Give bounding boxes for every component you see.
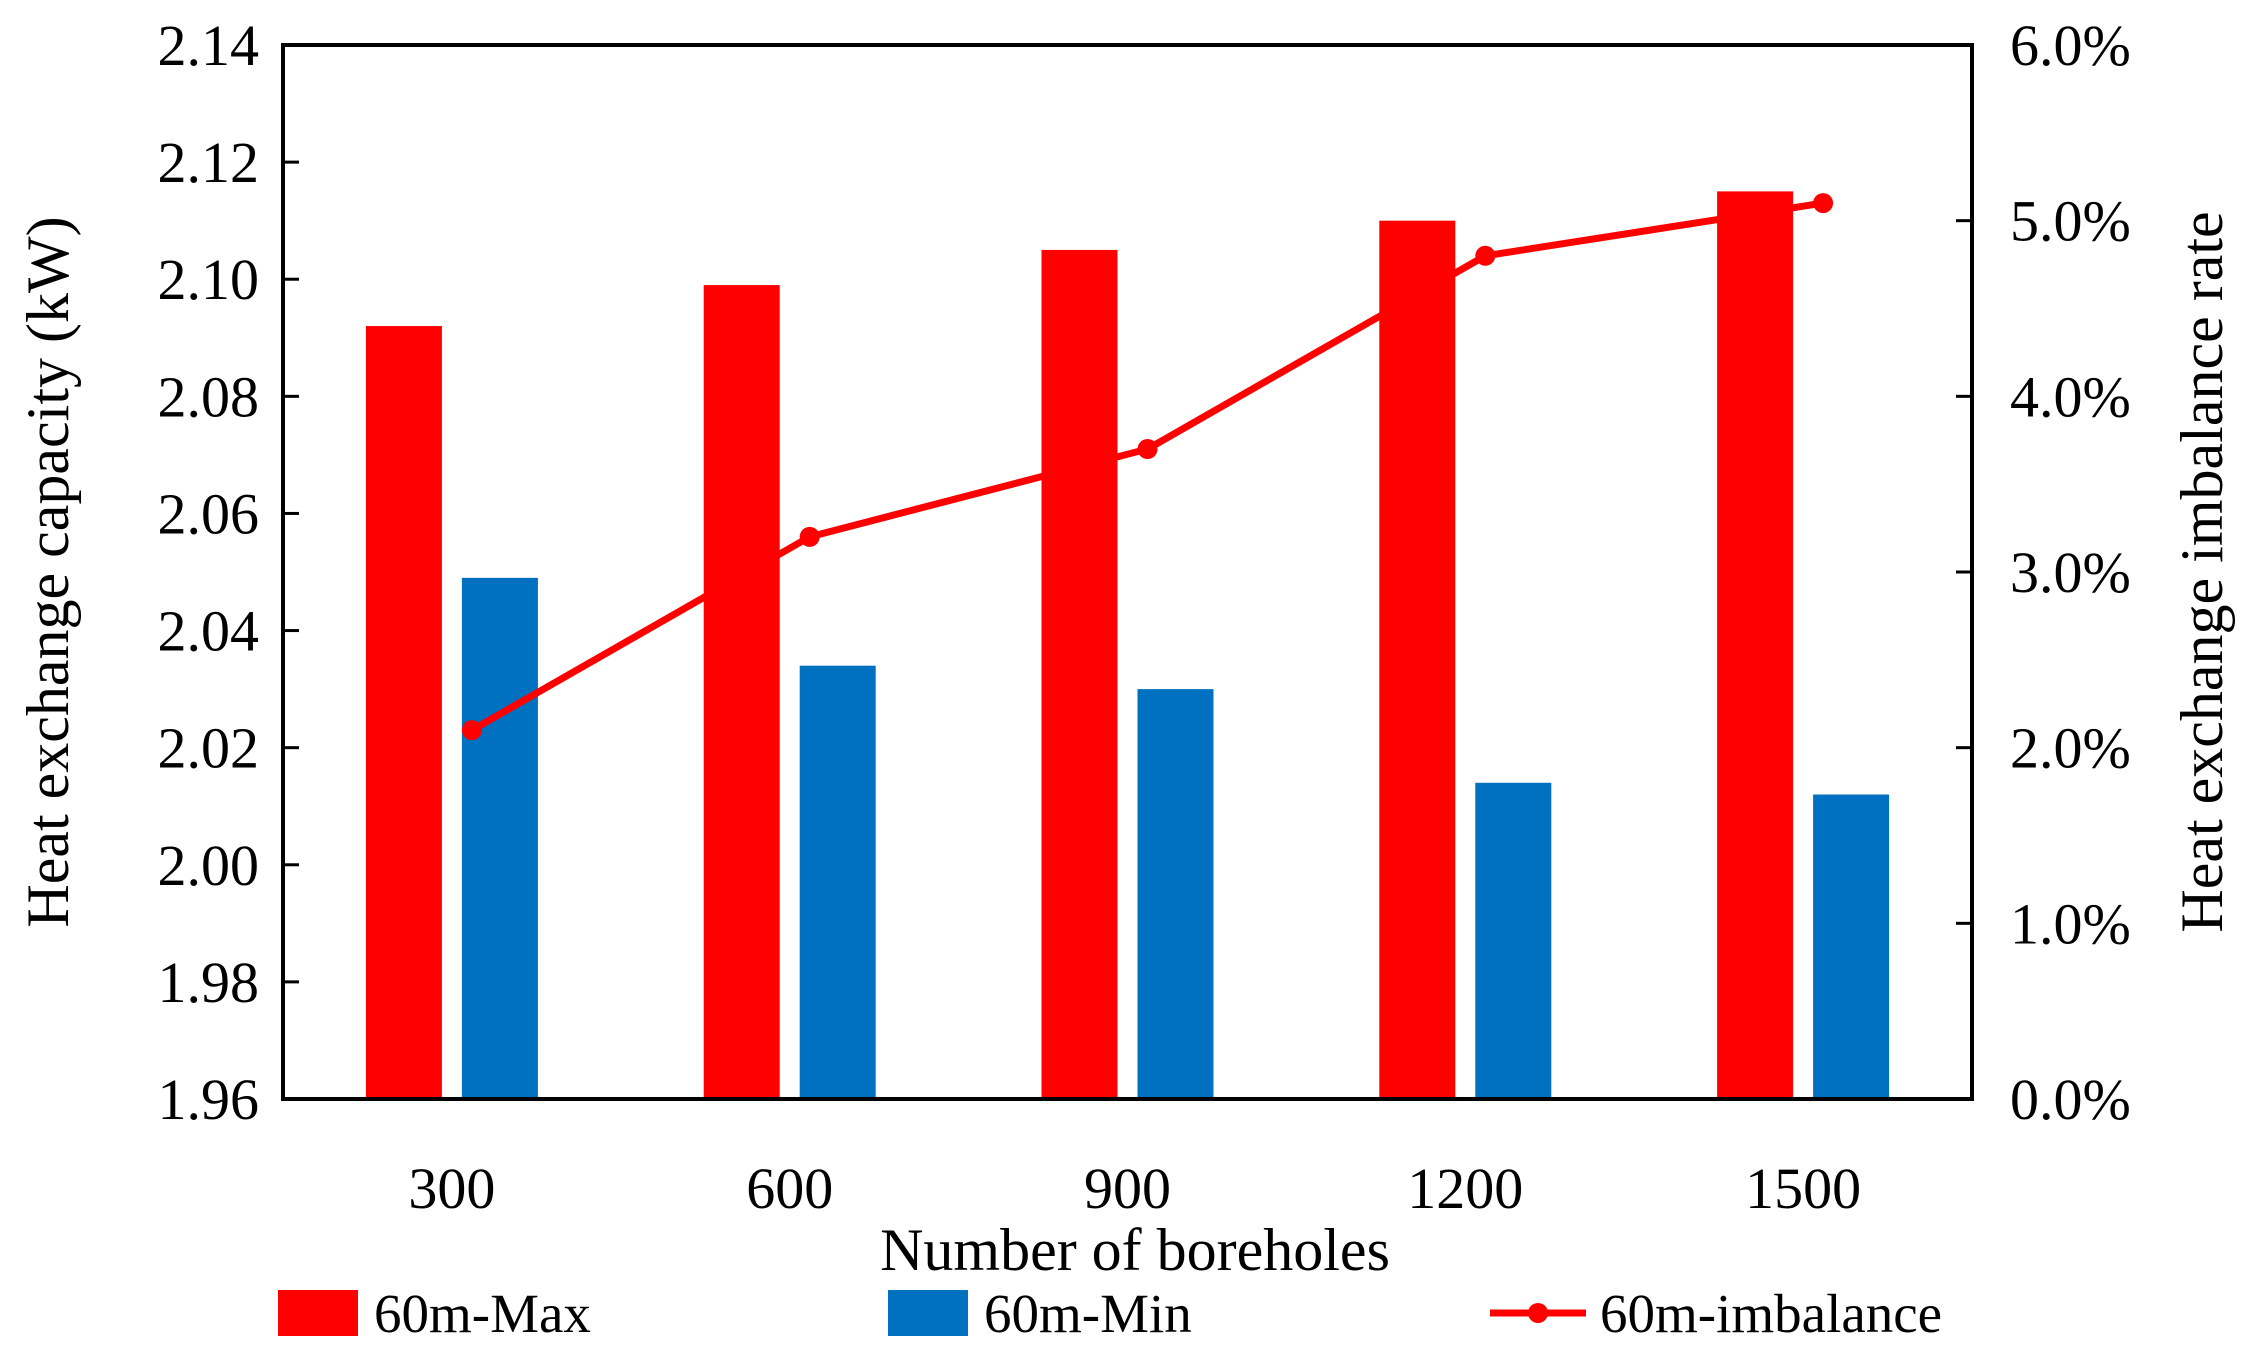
point-60m-imbalance-900	[1137, 439, 1158, 460]
y2-tick-label: 4.0%	[2010, 364, 2131, 429]
line-layer	[461, 193, 1834, 741]
y2-tick-label: 3.0%	[2010, 540, 2131, 605]
point-60m-imbalance-1200	[1475, 245, 1496, 266]
y2-tick-label: 6.0%	[2010, 13, 2131, 78]
bar-60m-Min-300	[461, 577, 538, 1099]
x-tick-label: 1500	[1745, 1156, 1861, 1221]
bar-60m-Max-600	[703, 285, 780, 1100]
legend-swatch	[278, 1290, 358, 1336]
x-tick-label: 600	[746, 1156, 833, 1221]
bar-60m-Min-600	[799, 665, 876, 1099]
point-60m-imbalance-1500	[1813, 193, 1834, 214]
point-60m-imbalance-600	[799, 526, 820, 547]
y2-tick-label: 2.0%	[2010, 716, 2131, 781]
bar-60m-Max-900	[1041, 249, 1118, 1099]
y-tick-label: 1.96	[158, 1067, 260, 1132]
bar-60m-Min-900	[1137, 689, 1214, 1099]
x-tick-label: 900	[1084, 1156, 1171, 1221]
y-tick-label: 2.10	[158, 247, 260, 312]
y-tick-label: 2.06	[158, 481, 260, 546]
y2-tick-label: 5.0%	[2010, 189, 2131, 254]
x-axis-ticks: 300 600 900 1200 1500	[408, 1156, 1861, 1221]
y-tick-label: 2.02	[158, 716, 260, 781]
legend-item-60m-Min: 60m-Min	[888, 1283, 1192, 1344]
legend-label: 60m-Min	[984, 1283, 1192, 1344]
y-tick-label: 1.98	[158, 950, 260, 1015]
y-axis-ticks: 1.96 1.98 2.00 2.02 2.04 2.06 2.08 2.10 2.12 2.14	[158, 13, 299, 1132]
y-axis-title: Heat exchange capacity (kW)	[15, 216, 81, 927]
bar-60m-Max-300	[365, 326, 442, 1100]
legend-item-60m-imbalance: 60m-imbalance	[1490, 1283, 1942, 1344]
line-60m-imbalance	[470, 199, 1824, 734]
y2-tick-label: 0.0%	[2010, 1067, 2131, 1132]
y2-axis-ticks: 0.0% 1.0% 2.0% 3.0% 4.0% 5.0% 6.0%	[1956, 13, 2131, 1132]
legend-label: 60m-imbalance	[1600, 1283, 1942, 1344]
legend-swatch-marker	[1528, 1303, 1548, 1323]
legend-label: 60m-Max	[374, 1283, 591, 1344]
y-tick-label: 2.04	[158, 599, 260, 664]
y-tick-label: 2.14	[158, 13, 260, 78]
y2-tick-label: 1.0%	[2010, 891, 2131, 956]
bar-60m-Min-1200	[1475, 782, 1552, 1099]
y-tick-label: 2.08	[158, 364, 260, 429]
y-tick-label: 2.00	[158, 833, 260, 898]
legend-item-60m-Max: 60m-Max	[278, 1283, 591, 1344]
bar-60m-Max-1500	[1717, 191, 1794, 1099]
x-tick-label: 1200	[1407, 1156, 1523, 1221]
bar-60m-Max-1200	[1379, 220, 1456, 1099]
bar-60m-Min-1500	[1813, 794, 1890, 1099]
x-tick-label: 300	[408, 1156, 495, 1221]
bars-layer	[365, 191, 1890, 1100]
point-60m-imbalance-300	[461, 720, 482, 741]
y-tick-label: 2.12	[158, 130, 260, 195]
x-axis-title: Number of boreholes	[880, 1217, 1390, 1283]
legend-swatch	[888, 1290, 968, 1336]
legend: 60m-Max 60m-Min 60m-imbalance	[278, 1283, 1942, 1344]
y2-axis-title: Heat exchange imbalance rate	[2169, 211, 2235, 932]
